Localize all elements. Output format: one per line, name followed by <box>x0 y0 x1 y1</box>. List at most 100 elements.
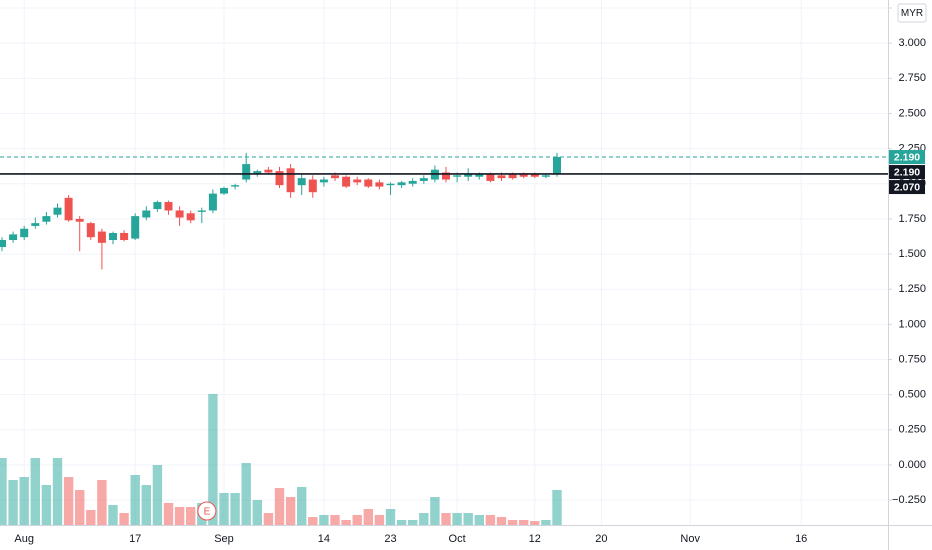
candle-body <box>497 175 506 179</box>
volume-bar <box>119 513 129 525</box>
candle-body <box>164 202 173 211</box>
volume-bar <box>52 458 63 525</box>
y-tick-label: −0.250 <box>892 494 926 506</box>
candle-body <box>264 169 273 173</box>
volume-bar <box>63 477 74 525</box>
overlay: E <box>0 156 888 521</box>
candle-body <box>442 172 450 180</box>
grid <box>0 0 888 525</box>
candle-body <box>519 173 528 177</box>
price-label: 2.190 <box>894 151 920 163</box>
volume-bar <box>541 520 551 525</box>
candle-body <box>297 178 306 186</box>
candle-body <box>375 182 384 187</box>
price-axis: −0.250 0.000 0.250 0.500 0.750 1.000 1.250 1.50… <box>888 2 926 506</box>
price-label: 2.190 <box>894 166 920 178</box>
candle-body <box>53 207 62 215</box>
volume-bar <box>363 509 373 525</box>
candle-body <box>286 168 295 193</box>
y-tick-label: 1.250 <box>898 283 926 295</box>
volume-bar <box>474 515 484 525</box>
volume-bar <box>297 487 307 525</box>
price-label-box <box>889 150 925 165</box>
volume-bar <box>308 517 318 525</box>
volume-bar <box>241 463 251 525</box>
event-marker <box>197 501 217 521</box>
candle-body <box>342 176 351 187</box>
candle-body <box>530 173 539 177</box>
candle-body <box>31 223 40 226</box>
y-tick-label: 3.000 <box>898 37 926 49</box>
volume-bar <box>263 513 274 525</box>
volume-bar <box>419 513 429 525</box>
candle-body <box>308 179 317 193</box>
price-label-box <box>889 180 925 195</box>
candle-body <box>0 240 6 248</box>
candle-body <box>486 173 495 181</box>
volume-bar <box>352 515 362 525</box>
candle-body <box>97 231 106 243</box>
price-label-box <box>889 165 925 180</box>
candle-body <box>386 183 395 186</box>
volume-bar <box>163 503 174 525</box>
volume-bar <box>374 515 385 525</box>
volume-bar <box>552 490 562 525</box>
candle-body <box>220 187 228 194</box>
candle-body <box>175 210 184 218</box>
candle-body <box>275 171 284 186</box>
x-tick-label: 12 <box>529 533 541 545</box>
price-label: 2.070 <box>894 181 920 193</box>
y-tick-label: 1.750 <box>898 213 926 225</box>
volume-bar <box>8 480 18 525</box>
volume-pane <box>0 394 562 525</box>
volume-bar <box>485 515 496 525</box>
y-tick-label: 1.000 <box>898 318 926 330</box>
y-tick-label: 1.500 <box>898 248 926 260</box>
candle-body <box>9 234 18 241</box>
volume-bar <box>141 485 151 525</box>
volume-bar <box>285 497 296 525</box>
candles <box>0 152 561 270</box>
candle-body <box>397 182 406 186</box>
candle-body <box>186 213 195 221</box>
candle-body <box>253 171 262 174</box>
y-tick-label: 0.750 <box>898 353 926 365</box>
volume-bar <box>186 507 196 525</box>
volume-bar <box>441 513 451 525</box>
candle-body <box>208 193 217 211</box>
volume-bar <box>97 480 107 525</box>
volume-bar <box>507 520 518 525</box>
x-tick-label: 20 <box>595 533 607 545</box>
volume-bar <box>130 475 140 525</box>
volume-bar <box>30 458 40 525</box>
currency: MYR <box>901 8 923 19</box>
candle-body <box>475 173 484 177</box>
x-tick-label: Sep <box>214 533 234 545</box>
event-label: E <box>204 507 211 518</box>
volume-bar <box>430 497 440 525</box>
volume-bar <box>319 515 329 525</box>
candle-body <box>131 216 140 239</box>
candle-body <box>364 179 373 187</box>
volume-bar <box>75 490 85 525</box>
candle-body <box>508 173 517 179</box>
volume-bar <box>341 520 351 525</box>
volume-bar <box>230 493 240 525</box>
volume-bar <box>385 509 396 525</box>
volume-bar <box>519 520 529 525</box>
volume-bar <box>108 505 118 525</box>
x-tick-label: 16 <box>795 533 807 545</box>
volume-bar <box>330 515 340 525</box>
y-tick-label: 0.250 <box>898 424 926 436</box>
volume-bar <box>0 458 7 525</box>
candle-body <box>319 179 328 183</box>
volume-bar <box>396 520 407 525</box>
y-tick-label: 0.500 <box>898 389 926 401</box>
candle-body <box>153 202 162 210</box>
y-tick-label: 2.750 <box>898 72 926 84</box>
y-tick-label: 2.500 <box>898 107 926 119</box>
x-tick-label: Nov <box>680 533 700 545</box>
volume-bar <box>274 488 285 525</box>
candle-body <box>553 157 561 174</box>
